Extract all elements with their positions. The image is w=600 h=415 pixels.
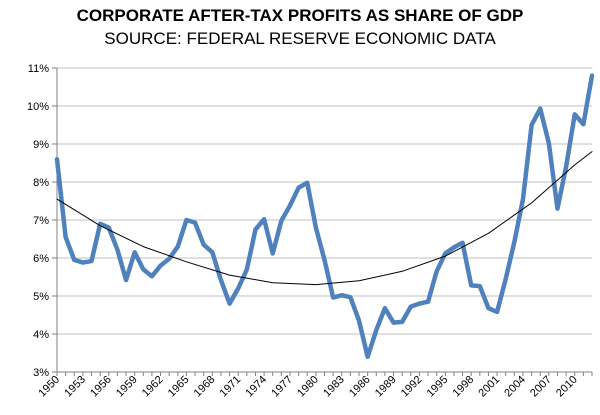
chart-subtitle: SOURCE: FEDERAL RESERVE ECONOMIC DATA [104, 29, 496, 48]
x-tick-label: 1995 [425, 374, 451, 400]
x-tick-label: 2001 [476, 374, 502, 400]
x-tick-label: 1980 [295, 374, 321, 400]
chart-title: CORPORATE AFTER-TAX PROFITS AS SHARE OF … [76, 6, 524, 25]
x-tick-label: 1986 [347, 374, 373, 400]
x-tick-label: 1956 [88, 374, 114, 400]
trend-line [56, 151, 593, 286]
x-tick-label: 1989 [373, 374, 399, 400]
x-tick-label: 1977 [269, 374, 295, 400]
y-tick-label: 10% [27, 101, 49, 113]
x-tick-label: 1974 [243, 374, 269, 400]
x-tick-label: 1992 [399, 374, 425, 400]
y-tick-label: 6% [33, 253, 49, 265]
series-line-profits [54, 73, 595, 360]
x-tick-label: 1998 [451, 374, 477, 400]
x-tick-label: 2004 [502, 374, 528, 400]
x-tick-label: 1968 [192, 374, 218, 400]
x-tick-label: 1983 [321, 374, 347, 400]
x-tick-label: 1962 [140, 374, 166, 400]
x-tick-label: 2010 [554, 374, 580, 400]
x-tick-label: 1959 [114, 374, 140, 400]
gridlines [57, 67, 592, 335]
y-tick-label: 4% [33, 329, 49, 341]
x-tick-label: 2007 [528, 374, 554, 400]
y-tick-label: 3% [33, 367, 49, 379]
x-tick-label: 1971 [218, 374, 244, 400]
y-tick-label: 9% [33, 139, 49, 151]
y-axis-tick-labels: 3% 4% 5% 6% 7% 8% 9% 10% 11% [27, 63, 49, 379]
x-axis-tick-labels: 1950 1953 1956 1959 1962 1965 1968 1971 1974 1977… [36, 374, 580, 400]
axes [52, 67, 593, 376]
y-tick-label: 7% [33, 215, 49, 227]
y-tick-label: 5% [33, 291, 49, 303]
y-tick-label: 11% [28, 63, 49, 75]
y-tick-label: 8% [33, 177, 49, 189]
x-tick-label: 1953 [62, 374, 88, 400]
series-lines [54, 73, 595, 360]
x-tick-label: 1965 [166, 374, 192, 400]
